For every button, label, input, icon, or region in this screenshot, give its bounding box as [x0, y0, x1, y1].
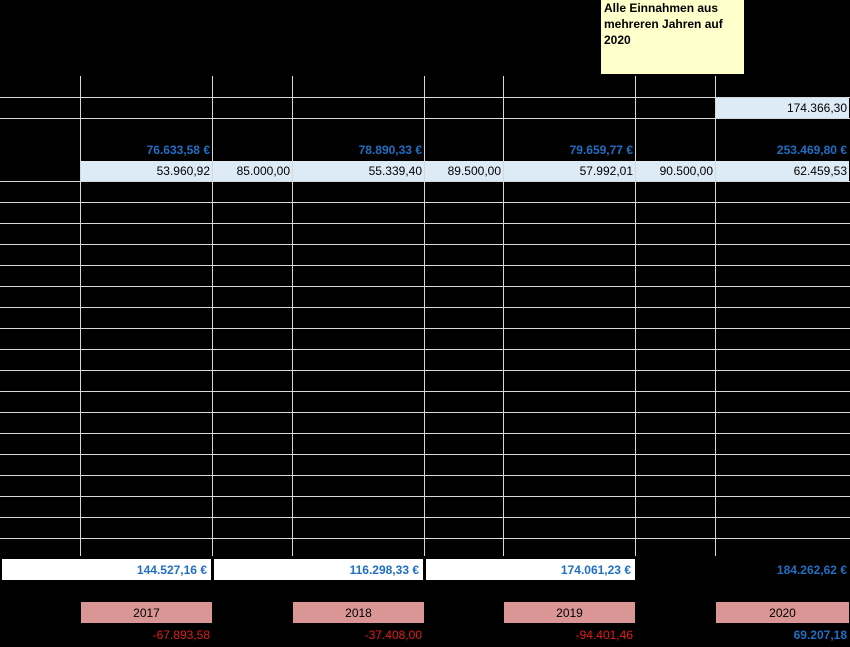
- gridline: [0, 454, 850, 455]
- cell-sum-2017[interactable]: 76.633,58 €: [146, 143, 210, 157]
- cell-value[interactable]: 53.960,92: [81, 161, 212, 181]
- gridline: [0, 118, 850, 119]
- gridline: [80, 76, 81, 556]
- gridline: [0, 223, 850, 224]
- gridline: [292, 76, 293, 556]
- year-label-2019[interactable]: 2019: [504, 602, 635, 623]
- cell-value[interactable]: 57.992,01: [504, 161, 635, 181]
- cell-diff-2018[interactable]: -37.408,00: [364, 627, 422, 642]
- gridline: [0, 307, 850, 308]
- cell-value[interactable]: 89.500,00: [425, 161, 503, 181]
- year-label-2018[interactable]: 2018: [293, 602, 424, 623]
- gridline: [0, 328, 850, 329]
- cell-top-value[interactable]: 174.366,30: [716, 98, 849, 118]
- cell-sum-2020[interactable]: 253.469,80 €: [776, 143, 847, 157]
- note-line: 2020: [604, 33, 631, 47]
- cell-value[interactable]: 90.500,00: [636, 161, 715, 181]
- cell-value[interactable]: 62.459,53: [716, 161, 849, 181]
- gridline: [0, 97, 850, 98]
- gridline: [0, 391, 850, 392]
- gridline: [715, 76, 716, 556]
- gridline: [0, 244, 850, 245]
- note-line: Alle Einnahmen aus: [604, 1, 719, 15]
- cell-value[interactable]: 55.339,40: [293, 161, 424, 181]
- comment-note[interactable]: Alle Einnahmen aus mehreren Jahren auf 2…: [601, 0, 744, 74]
- cell-diff-2020[interactable]: 69.207,18: [793, 627, 847, 642]
- cell-value[interactable]: 85.000,00: [213, 161, 292, 181]
- gridline: [0, 517, 850, 518]
- cell-total-2019: 174.061,23 €: [560, 562, 631, 577]
- cell-total-2017: 144.527,16 €: [136, 562, 207, 577]
- year-label-2020[interactable]: 2020: [716, 602, 849, 623]
- gridline: [0, 538, 850, 539]
- gridline: [0, 181, 850, 182]
- gridline: [0, 286, 850, 287]
- gridline: [212, 76, 213, 556]
- cell-total-2020[interactable]: 184.262,62 €: [776, 562, 847, 577]
- gridline: [0, 433, 850, 434]
- gridline: [0, 496, 850, 497]
- gridline: [0, 265, 850, 266]
- cell-sum-2019[interactable]: 79.659,77 €: [569, 143, 633, 157]
- gridline: [0, 412, 850, 413]
- gridline: [0, 475, 850, 476]
- cell-total-2018-box[interactable]: 116.298,33 €: [214, 559, 423, 580]
- gridline: [0, 202, 850, 203]
- cell-total-2018: 116.298,33 €: [349, 562, 419, 577]
- year-label-2017[interactable]: 2017: [81, 602, 212, 623]
- gridline: [0, 349, 850, 350]
- cell-diff-2019[interactable]: -94.401,46: [575, 627, 633, 642]
- cell-diff-2017[interactable]: -67.893,58: [152, 627, 210, 642]
- gridline: [503, 76, 504, 556]
- gridline: [0, 370, 850, 371]
- cell-sum-2018[interactable]: 78.890,33 €: [358, 143, 422, 157]
- gridline: [635, 76, 636, 556]
- cell-total-2017-box[interactable]: 144.527,16 €: [2, 559, 211, 580]
- cell-total-2019-box[interactable]: 174.061,23 €: [426, 559, 635, 580]
- gridline: [424, 76, 425, 556]
- note-line: mehreren Jahren auf: [604, 17, 723, 31]
